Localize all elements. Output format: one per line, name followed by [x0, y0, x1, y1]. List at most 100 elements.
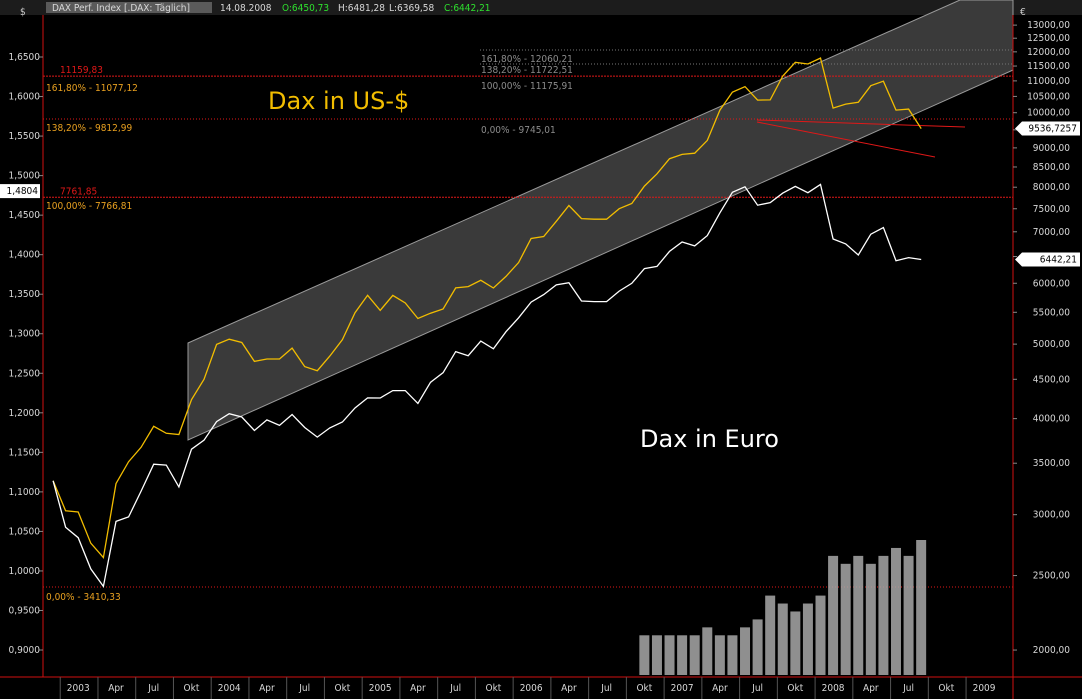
header-open: O:6450,73	[282, 3, 329, 14]
volume-bar	[677, 635, 688, 675]
level-label: 7761,85	[60, 186, 97, 197]
annotation: 138,20% - 11722,51	[481, 65, 573, 76]
header-date: 14.08.2008	[220, 3, 272, 14]
x-tick-label: Okt	[787, 683, 803, 694]
y2-tick-label: 3500,00	[1033, 458, 1070, 469]
volume-bar	[916, 540, 927, 675]
volume-bar	[651, 635, 662, 675]
y-tick-label: 1,1000	[9, 487, 41, 498]
x-tick-label: Apr	[259, 683, 275, 694]
header-bar	[0, 0, 1082, 15]
value-flag	[1015, 252, 1080, 267]
y2-tick-label: 4000,00	[1033, 414, 1070, 425]
series-label: Dax in US-$	[268, 87, 409, 115]
x-tick-label: Okt	[184, 683, 200, 694]
volume-bar	[714, 635, 725, 675]
header-low: L:6369,58	[389, 3, 435, 14]
y2-tick-label: 8000,00	[1033, 182, 1070, 193]
x-tick-label: 2003	[67, 683, 90, 694]
x-tick-label: 2007	[671, 683, 694, 694]
volume-bar	[828, 555, 839, 675]
volume-bar	[878, 555, 889, 675]
volume-bar	[840, 563, 851, 675]
x-tick-label: Okt	[335, 683, 351, 694]
x-tick-label: 2004	[218, 683, 241, 694]
value-flag-label: 9536,7257	[1028, 124, 1077, 135]
y2-tick-label: 10500,00	[1027, 91, 1070, 102]
y-tick-label: 1,6500	[9, 52, 41, 63]
y2-tick-label: 10000,00	[1027, 108, 1070, 119]
level-label: 11159,83	[60, 65, 103, 76]
volume-bar	[689, 635, 700, 675]
y2-tick-label: 3000,00	[1033, 510, 1070, 521]
y2-tick-label: 4500,00	[1033, 374, 1070, 385]
volume-bar	[865, 563, 876, 675]
y2-tick-label: 9000,00	[1033, 143, 1070, 154]
x-tick-label: Okt	[485, 683, 501, 694]
y-tick-label: 1,4500	[9, 210, 41, 221]
y2-tick-label: 6000,00	[1033, 278, 1070, 289]
volume-bar	[702, 627, 713, 675]
x-tick-label: Okt	[938, 683, 954, 694]
x-tick-label: Apr	[561, 683, 577, 694]
volume-bar	[790, 611, 801, 675]
x-tick-label: Jul	[751, 683, 763, 694]
x-tick-label: Apr	[108, 683, 124, 694]
volume-bar	[903, 555, 914, 675]
series-label: Dax in Euro	[640, 425, 779, 453]
volume-bar	[853, 555, 864, 675]
annotation: 100,00% - 11175,91	[481, 81, 573, 92]
y-tick-label: 0,9000	[9, 645, 41, 656]
x-tick-label: 2009	[973, 683, 996, 694]
value-flag-label: 6442,21	[1040, 255, 1077, 266]
y2-tick-label: 5500,00	[1033, 307, 1070, 318]
annotation: 0,00% - 9745,01	[481, 125, 556, 136]
value-flag-label: 1,4804	[7, 186, 39, 197]
x-tick-label: Apr	[712, 683, 728, 694]
y-tick-label: 1,1500	[9, 447, 41, 458]
header-high: H:6481,28	[338, 3, 385, 14]
y2-axis-unit: €	[1020, 7, 1026, 18]
header-close: C:6442,21	[444, 3, 491, 14]
plot	[43, 57, 1013, 675]
y-tick-label: 1,2000	[9, 408, 41, 419]
volume-bar	[815, 595, 826, 675]
annotation: 0,00% - 3410,33	[46, 592, 121, 603]
y-tick-label: 1,4000	[9, 250, 41, 261]
x-tick-label: 2006	[520, 683, 543, 694]
volume-bar	[890, 547, 901, 675]
volume-bar	[740, 627, 751, 675]
y2-tick-label: 12000,00	[1027, 47, 1070, 58]
y-tick-label: 1,0500	[9, 526, 41, 537]
volume-bar	[777, 603, 788, 675]
y2-tick-label: 5000,00	[1033, 339, 1070, 350]
series-line	[52, 183, 922, 589]
volume-bar	[664, 635, 675, 675]
x-tick-label: Jul	[600, 683, 612, 694]
y2-tick-label: 2500,00	[1033, 571, 1070, 582]
y2-tick-label: 11500,00	[1027, 61, 1070, 72]
y2-tick-label: 13000,00	[1027, 20, 1070, 31]
series-line	[52, 57, 922, 560]
x-tick-label: Jul	[147, 683, 159, 694]
annotation: 100,00% - 7766,81	[46, 201, 132, 212]
x-tick-label: Okt	[636, 683, 652, 694]
x-tick-label: 2008	[822, 683, 845, 694]
y-tick-label: 1,3500	[9, 289, 41, 300]
header-title-box	[46, 2, 212, 13]
y-tick-label: 1,5500	[9, 131, 41, 142]
x-tick-label: 2005	[369, 683, 392, 694]
y2-tick-label: 12500,00	[1027, 33, 1070, 44]
volume-bar	[752, 619, 763, 675]
y-tick-label: 1,3000	[9, 329, 41, 340]
y2-tick-label: 2000,00	[1033, 645, 1070, 656]
volume-bar	[727, 635, 738, 675]
y-tick-label: 1,5000	[9, 171, 41, 182]
volume-bar	[639, 635, 650, 675]
value-flag	[0, 184, 40, 199]
annotation: 161,80% - 12060,21	[481, 54, 573, 65]
y2-tick-label: 7000,00	[1033, 227, 1070, 238]
x-tick-label: Apr	[863, 683, 879, 694]
